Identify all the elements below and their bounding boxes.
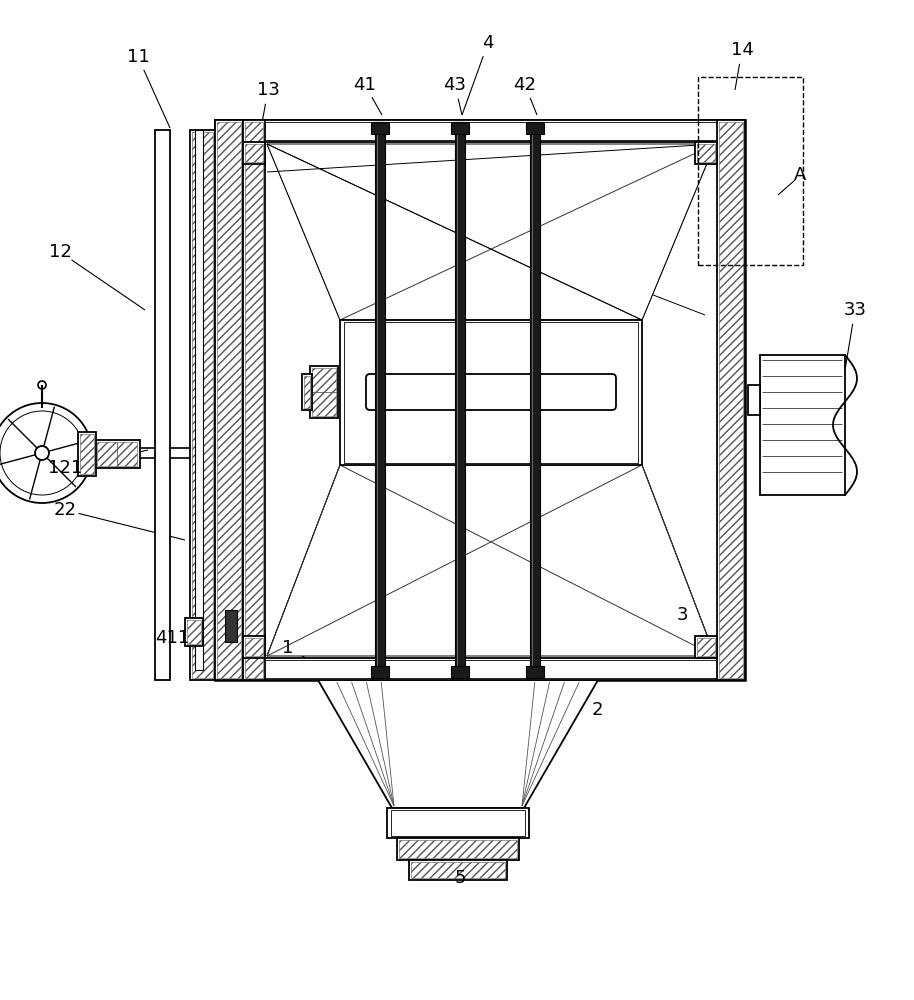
Bar [245,638,263,656]
Bar [717,120,745,680]
Bar [391,810,525,836]
Bar [78,432,96,476]
Text: 2: 2 [591,701,602,719]
Text: 22: 22 [54,501,77,519]
Polygon shape [318,680,598,808]
Text: 33: 33 [844,301,866,319]
Bar [526,666,544,678]
Bar [217,122,743,140]
Bar [215,658,745,680]
Bar [411,862,505,878]
Bar [302,374,312,410]
Bar [187,620,201,644]
Bar [697,144,715,162]
Bar [526,122,544,134]
Text: 13: 13 [257,81,280,99]
Bar [215,120,243,680]
Polygon shape [267,465,715,656]
Bar [190,130,215,680]
Bar [371,122,389,134]
Bar [697,638,715,656]
Bar [375,122,385,678]
Bar [215,120,745,680]
Text: 11: 11 [127,48,149,66]
Bar [748,385,760,415]
Text: 42: 42 [514,76,537,94]
Bar [185,618,203,646]
Bar [695,636,717,658]
Bar [310,366,338,418]
Bar [243,636,265,658]
Bar [371,666,389,678]
Bar [760,355,845,495]
Text: 43: 43 [443,76,466,94]
Bar [312,392,336,416]
Text: 5: 5 [454,869,466,887]
Bar [80,434,94,474]
Bar [243,120,265,680]
Bar [245,122,263,678]
Bar [245,144,263,162]
Bar [225,610,237,642]
Text: 12: 12 [48,243,71,261]
Bar [344,322,638,463]
Text: 121: 121 [48,459,82,477]
Text: A: A [794,166,806,184]
FancyBboxPatch shape [366,374,616,410]
Bar [698,77,803,265]
Bar [409,860,507,880]
Bar [451,122,469,134]
Bar [117,442,137,466]
Text: 1: 1 [282,639,293,657]
Bar [217,660,743,678]
Bar [455,122,465,678]
Bar [192,132,213,678]
Bar [155,130,170,680]
Text: 411: 411 [154,629,189,647]
Bar [217,122,241,678]
Text: 3: 3 [676,606,687,624]
Bar [304,376,310,408]
Bar [387,808,529,838]
Bar [97,442,117,466]
Bar [399,840,517,858]
Bar [530,122,540,678]
Bar [451,666,469,678]
Text: 4: 4 [483,34,494,52]
Text: 41: 41 [354,76,377,94]
Bar [397,838,519,860]
Bar [340,320,642,465]
Bar [243,142,265,164]
Bar [719,122,743,678]
Bar [195,130,203,670]
Bar [95,440,140,468]
Bar [695,142,717,164]
Bar [312,368,336,392]
Polygon shape [267,144,715,320]
Text: 14: 14 [730,41,753,59]
Bar [215,120,745,142]
Circle shape [35,446,49,460]
